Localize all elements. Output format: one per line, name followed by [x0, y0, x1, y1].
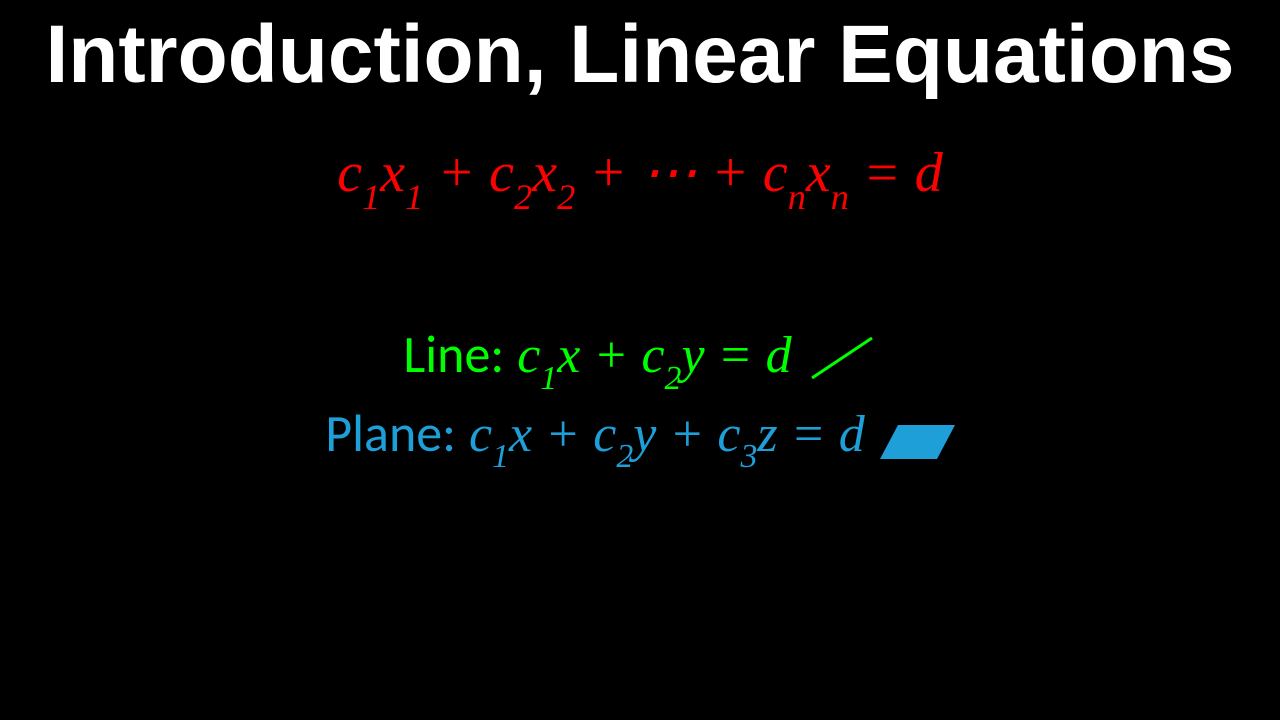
line-c2: c	[641, 327, 664, 384]
line-c1: c	[517, 327, 540, 384]
line-d: d	[766, 327, 792, 384]
sub-1a: 1	[362, 177, 380, 217]
plane-x: x	[509, 406, 532, 463]
line-icon	[807, 333, 877, 383]
sub-nb: n	[831, 177, 849, 217]
general-linear-equation: c1x1 + c2x2 + ⋯ + cnxn = d	[337, 140, 943, 212]
plane-s3: 3	[741, 438, 758, 475]
plane-equation-row: Plane: c1x + c2y + c3z = d	[325, 401, 955, 471]
plus-3: +	[711, 142, 763, 204]
sub-na: n	[788, 177, 806, 217]
slide-container: Introduction, Linear Equations c1x1 + c2…	[0, 0, 1280, 720]
coef-cn: c	[763, 142, 788, 204]
plane-plus2: +	[669, 406, 717, 463]
line-eq-body: c1x + c2y = d	[517, 327, 791, 384]
plane-equals: =	[791, 406, 839, 463]
plane-s2: 2	[616, 438, 633, 475]
slide-title: Introduction, Linear Equations	[46, 10, 1235, 100]
equals-gen: =	[863, 142, 915, 204]
coef-c2: c	[489, 142, 514, 204]
line-s2: 2	[665, 360, 682, 397]
plane-label: Plane:	[325, 401, 456, 465]
line-equation-row: Line: c1x + c2y = d	[403, 322, 876, 392]
line-label: Line:	[403, 322, 504, 386]
coef-c1: c	[337, 142, 362, 204]
line-x: x	[557, 327, 580, 384]
sub-2a: 2	[514, 177, 532, 217]
plane-z: z	[757, 406, 777, 463]
rhs-d: d	[915, 142, 943, 204]
plane-plus1: +	[545, 406, 593, 463]
line-s1: 1	[540, 360, 557, 397]
sub-1b: 1	[405, 177, 423, 217]
plane-y: y	[633, 406, 656, 463]
var-x2: x	[532, 142, 557, 204]
plane-c1: c	[469, 406, 492, 463]
plane-s1: 1	[492, 438, 509, 475]
plane-c2: c	[593, 406, 616, 463]
line-equals: =	[718, 327, 766, 384]
plane-icon	[880, 416, 955, 456]
ellipsis: ⋯	[641, 142, 697, 204]
plus-1: +	[437, 142, 489, 204]
var-x1: x	[380, 142, 405, 204]
var-xn: x	[806, 142, 831, 204]
line-y: y	[681, 327, 704, 384]
plane-eq-body: c1x + c2y + c3z = d	[469, 406, 865, 463]
plane-d: d	[839, 406, 865, 463]
sub-2b: 2	[557, 177, 575, 217]
line-plus: +	[593, 327, 641, 384]
plus-2: +	[589, 142, 641, 204]
plane-c3: c	[717, 406, 740, 463]
